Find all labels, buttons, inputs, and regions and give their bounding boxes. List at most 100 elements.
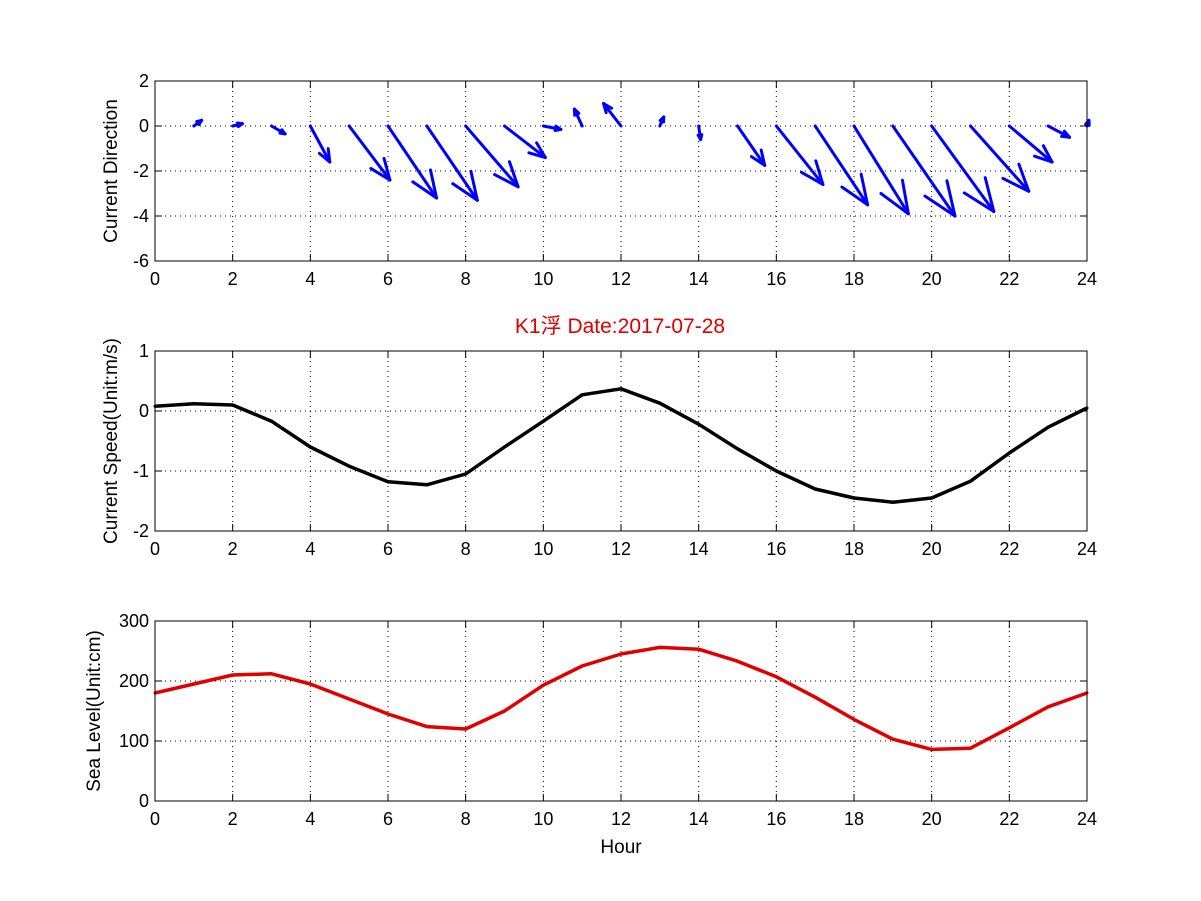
speed-data-point	[464, 472, 468, 476]
speed-data-point	[541, 419, 545, 423]
sealevel-series-line	[154, 645, 1088, 752]
x-tick-label: 12	[611, 539, 631, 559]
speed-series-line	[154, 387, 1088, 504]
sealevel-data-point	[852, 717, 856, 721]
current-arrow	[813, 124, 870, 207]
x-tick-label: 6	[383, 539, 393, 559]
figure-title: K1浮 Date:2017-07-28	[515, 315, 725, 338]
sealevel-x-axis-label: Hour	[600, 837, 642, 858]
y-tick-label: 0	[139, 401, 149, 421]
x-tick-label: 12	[611, 269, 631, 289]
x-tick-label: 10	[533, 269, 553, 289]
x-tick-label: 10	[533, 809, 553, 829]
y-tick-label: 300	[119, 611, 149, 631]
speed-data-point	[658, 401, 662, 405]
sealevel-data-point	[270, 672, 273, 676]
current-arrow	[1007, 124, 1054, 164]
sealevel-data-point	[813, 695, 817, 699]
sealevel-data-point	[658, 645, 662, 649]
speed-data-point	[736, 447, 739, 451]
speed-data-point	[852, 496, 856, 500]
y-tick-label: 2	[139, 71, 149, 91]
x-tick-label: 14	[689, 809, 709, 829]
x-tick-label: 2	[228, 539, 238, 559]
x-tick-label: 10	[533, 539, 553, 559]
x-tick-label: 4	[305, 539, 315, 559]
current-arrow	[270, 124, 287, 136]
x-tick-label: 22	[999, 539, 1019, 559]
y-tick-label: -2	[133, 521, 149, 541]
sealevel-data-point	[697, 647, 701, 651]
x-tick-label: 24	[1077, 269, 1097, 289]
current-arrow	[602, 102, 623, 128]
x-tick-label: 20	[922, 539, 942, 559]
sealevel-data-point	[308, 682, 312, 686]
x-tick-label: 24	[1077, 809, 1097, 829]
current-arrow	[774, 124, 825, 186]
current-arrow	[852, 124, 910, 216]
sealevel-data-point	[347, 697, 351, 701]
current-arrow	[696, 124, 704, 141]
x-tick-label: 8	[461, 269, 471, 289]
speed-data-point	[425, 483, 429, 487]
speed-data-point	[580, 393, 584, 397]
y-tick-label: 1	[139, 341, 149, 361]
y-tick-label: 0	[139, 116, 149, 136]
current-arrow	[231, 121, 244, 129]
sealevel-data-point	[425, 725, 429, 729]
x-tick-label: 22	[999, 809, 1019, 829]
x-tick-label: 8	[461, 809, 471, 829]
current-arrow	[464, 124, 520, 189]
current-arrow	[572, 107, 584, 128]
current-arrow	[969, 124, 1031, 193]
speed-data-point	[969, 479, 972, 483]
current-arrow	[930, 124, 996, 213]
direction-y-axis-label: Current Direction	[101, 99, 122, 243]
sealevel-data-point	[774, 675, 778, 679]
speed-data-point	[697, 422, 701, 426]
speed-data-point	[774, 469, 778, 473]
sealevel-data-point	[192, 682, 196, 686]
y-tick-label: 200	[119, 671, 149, 691]
x-tick-label: 24	[1077, 539, 1097, 559]
x-tick-label: 14	[689, 539, 709, 559]
speed-data-point	[891, 500, 895, 504]
sealevel-data-point	[619, 652, 623, 656]
sealevel-data-point	[386, 712, 390, 716]
speed-data-point	[1007, 451, 1011, 455]
current-arrow	[425, 124, 479, 202]
speed-data-point	[231, 403, 235, 407]
y-tick-label: 100	[119, 731, 149, 751]
y-tick-label: -6	[133, 251, 149, 271]
sealevel-y-axis-label: Sea Level(Unit:cm)	[84, 630, 105, 792]
y-tick-label: -2	[133, 161, 149, 181]
x-tick-label: 0	[150, 269, 160, 289]
speed-data-point	[503, 445, 506, 449]
speed-data-point	[192, 402, 196, 406]
x-tick-label: 4	[305, 269, 315, 289]
x-tick-label: 18	[844, 809, 864, 829]
x-tick-label: 12	[611, 809, 631, 829]
x-tick-label: 16	[766, 539, 786, 559]
speed-data-point	[270, 419, 273, 423]
current-arrow	[541, 124, 563, 132]
speed-data-point	[619, 387, 623, 391]
speed-data-point	[308, 445, 312, 449]
sealevel-data-point	[891, 737, 895, 741]
x-tick-label: 6	[383, 269, 393, 289]
current-arrow	[386, 124, 439, 200]
y-tick-label: 0	[139, 791, 149, 811]
x-tick-label: 0	[150, 809, 160, 829]
x-tick-label: 2	[228, 809, 238, 829]
sealevel-data-point	[580, 664, 584, 668]
speed-data-point	[1046, 425, 1050, 429]
x-tick-label: 8	[461, 539, 471, 559]
x-tick-label: 20	[922, 269, 942, 289]
x-tick-label: 0	[150, 539, 160, 559]
x-tick-label: 14	[689, 269, 709, 289]
speed-y-axis-label: Current Speed(Unit:m/s)	[101, 338, 122, 544]
x-tick-label: 2	[228, 269, 238, 289]
